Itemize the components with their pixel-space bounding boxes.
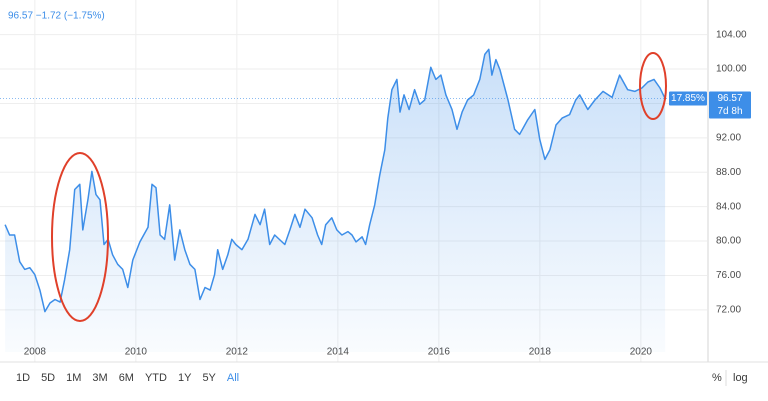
- range-button[interactable]: 1Y: [178, 372, 192, 384]
- countdown-label: 7d 8h: [717, 106, 742, 117]
- range-button[interactable]: 5D: [41, 372, 55, 384]
- change-badge: [669, 91, 707, 106]
- y-tick-label: 100.00: [716, 64, 747, 75]
- x-tick-label: 2010: [125, 347, 148, 358]
- y-tick-label: 80.00: [716, 236, 741, 247]
- range-button[interactable]: All: [227, 372, 239, 384]
- range-button[interactable]: YTD: [145, 372, 167, 384]
- option-button[interactable]: log: [733, 372, 748, 384]
- y-tick-label: 92.00: [716, 133, 741, 144]
- quote: 96.57 −1.72 (−1.75%): [8, 11, 105, 22]
- range-button[interactable]: 5Y: [202, 372, 216, 384]
- x-tick-label: 2016: [428, 347, 451, 358]
- option-button[interactable]: %: [712, 372, 722, 384]
- price-label: 96.57: [717, 93, 742, 104]
- line: [4, 48, 666, 313]
- x-tick-label: 2012: [226, 347, 249, 358]
- range-button[interactable]: 3M: [92, 372, 107, 384]
- change-label: 17.85%: [671, 93, 705, 104]
- area-fill: [5, 49, 666, 353]
- range-button[interactable]: 1M: [66, 372, 81, 384]
- y-tick-label: 88.00: [716, 167, 741, 178]
- x-tick-label: 2014: [327, 347, 350, 358]
- x-tick-label: 2020: [630, 347, 653, 358]
- y-tick-label: 72.00: [716, 305, 741, 316]
- y-tick-label: 76.00: [716, 270, 741, 281]
- annotation-ellipse: [51, 152, 109, 322]
- y-tick-label: 84.00: [716, 201, 741, 212]
- range-button[interactable]: 6M: [119, 372, 134, 384]
- range-button[interactable]: 1D: [16, 372, 30, 384]
- price-badge: [709, 91, 751, 119]
- x-tick-label: 2008: [24, 347, 47, 358]
- y-tick-label: 104.00: [716, 29, 747, 40]
- x-tick-label: 2018: [529, 347, 552, 358]
- annotation-ellipse: [639, 52, 667, 120]
